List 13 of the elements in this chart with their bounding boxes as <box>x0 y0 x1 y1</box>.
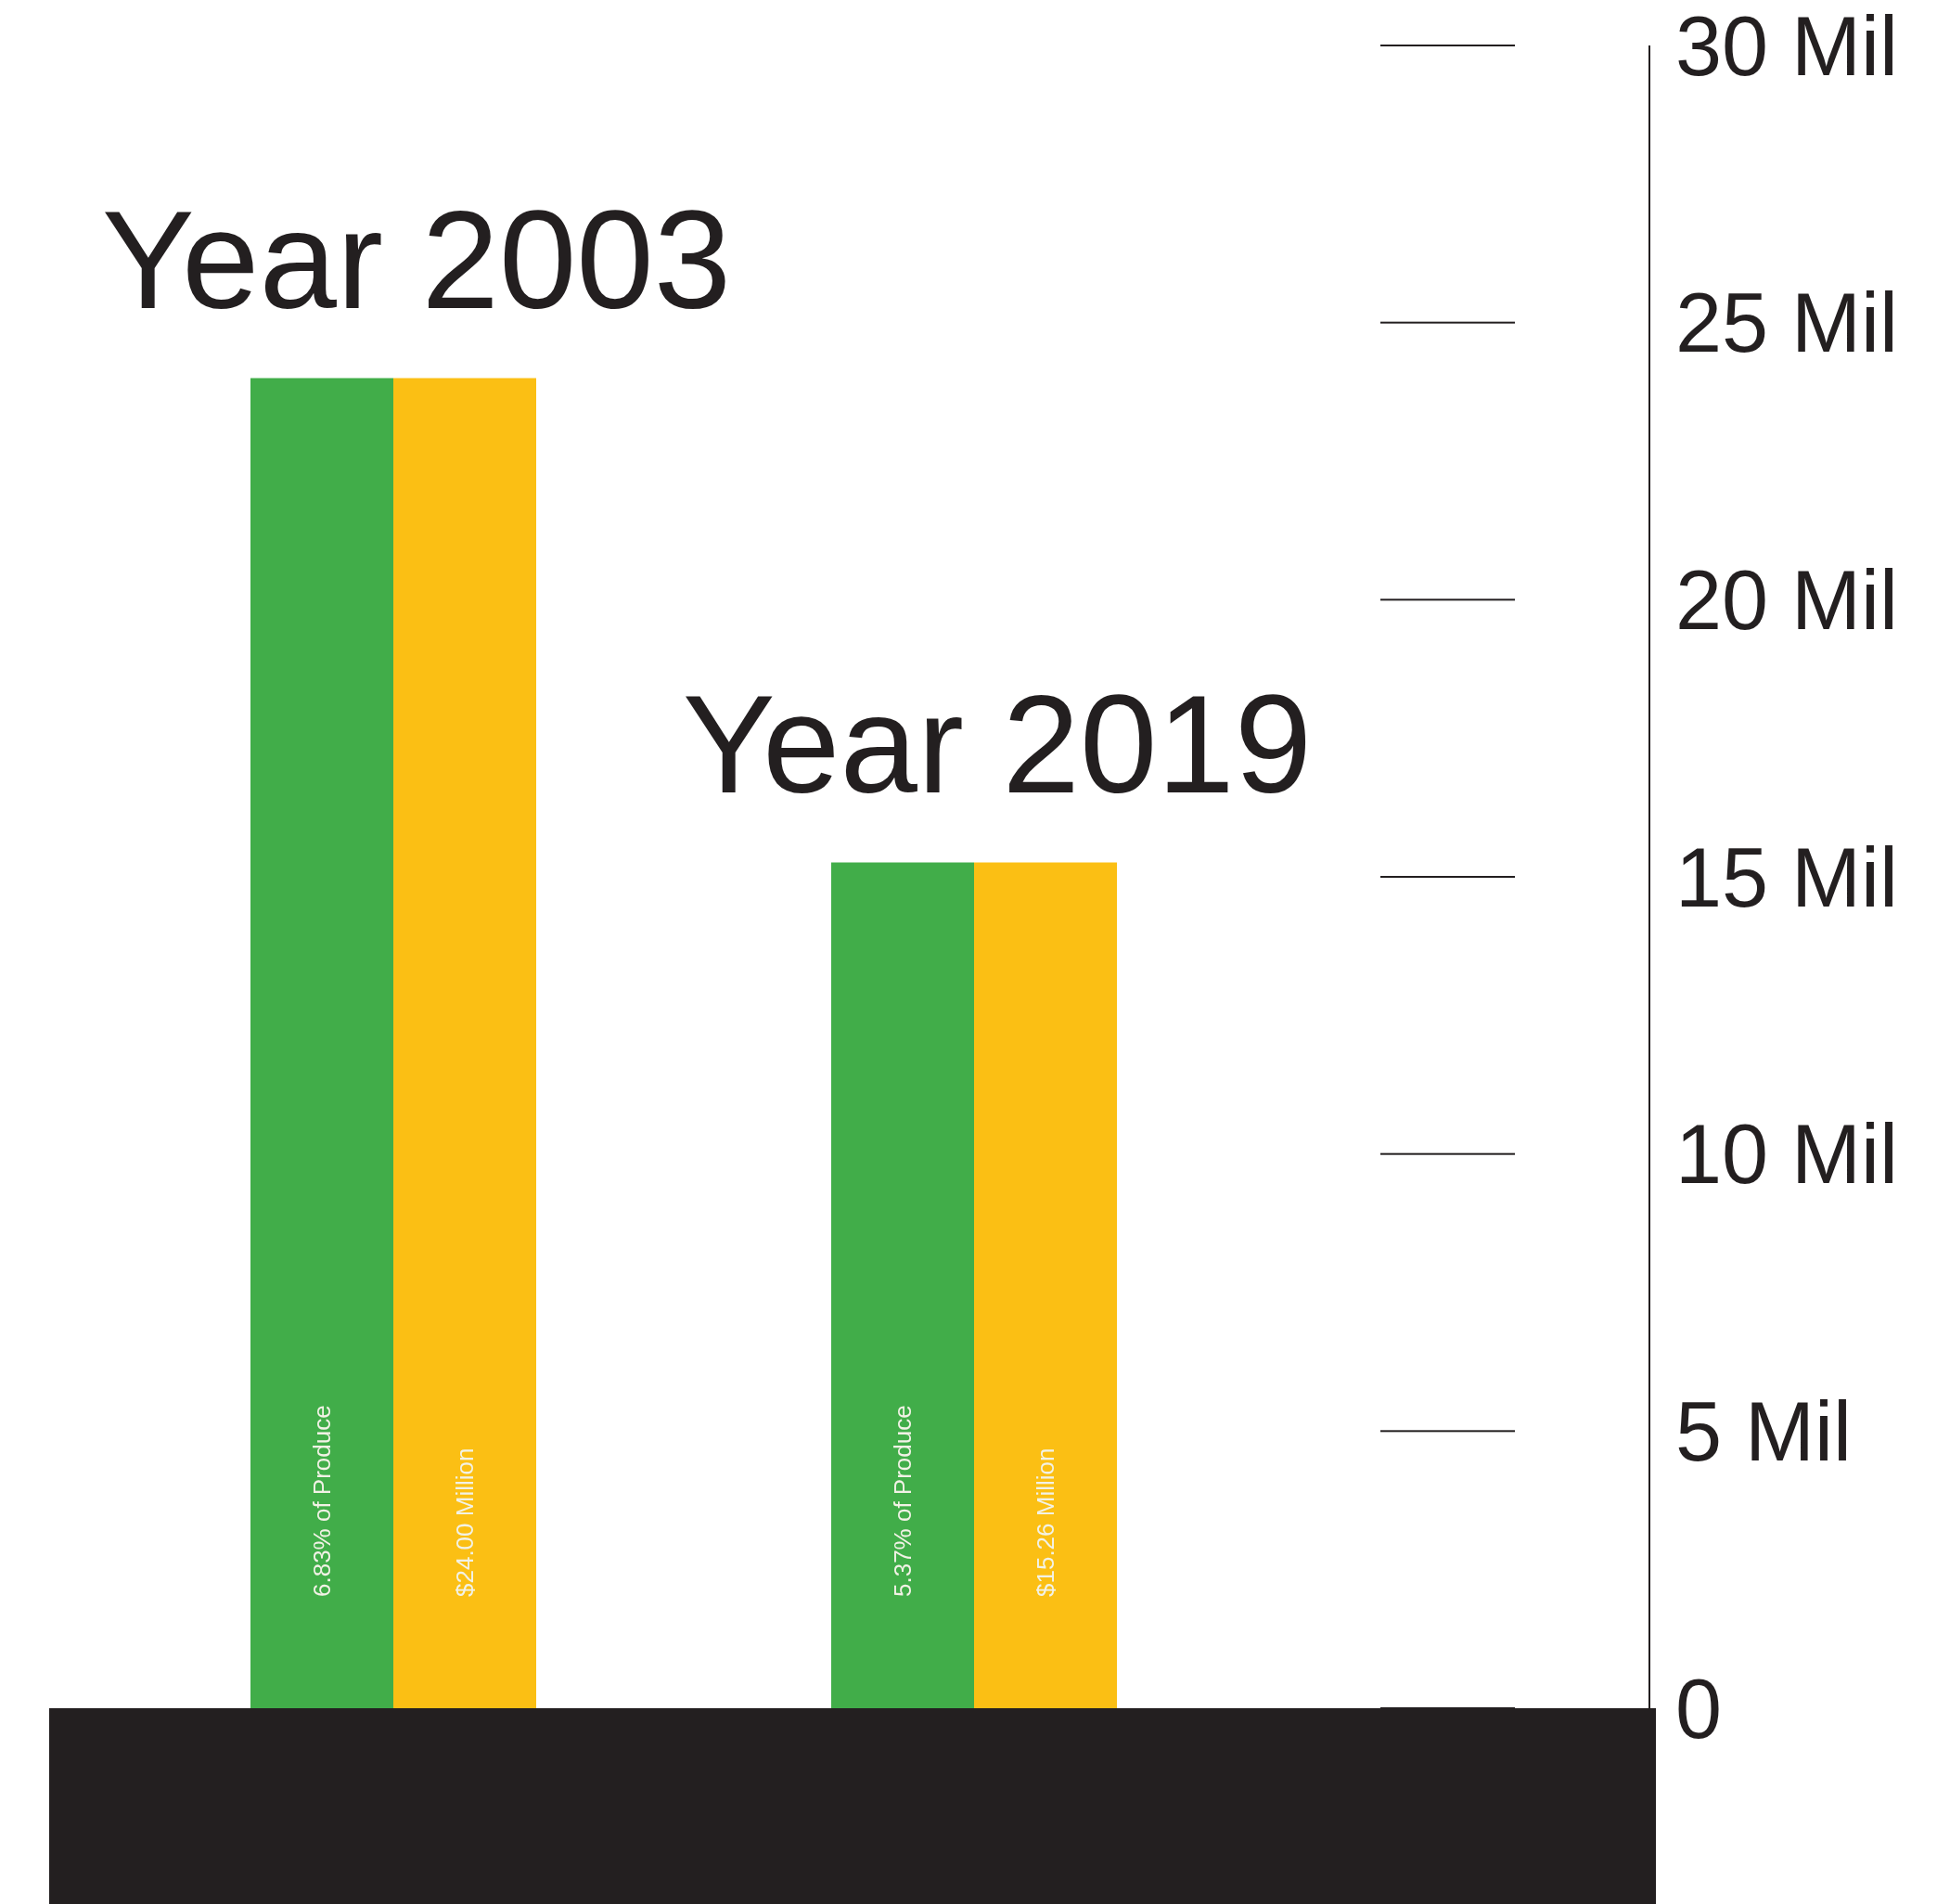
y-tick-label: 20 Mil <box>1675 553 1899 647</box>
annotation: 6.83% of Produce <box>308 1405 337 1597</box>
y-tick-label: 25 Mil <box>1675 277 1899 370</box>
data-label: $24.00 Million <box>451 1447 480 1597</box>
y-tick-label: 30 Mil <box>1675 0 1899 93</box>
x-tick-label: Year 2003 <box>101 182 732 339</box>
y-tick-label: 15 Mil <box>1675 830 1899 924</box>
data-label: $15.26 Million <box>1032 1447 1060 1597</box>
y-tick-label: 10 Mil <box>1675 1108 1899 1202</box>
annotation: 5.37% of Produce <box>889 1405 917 1597</box>
x-tick-label: Year 2019 <box>682 666 1313 823</box>
y-tick-label: 5 Mil <box>1675 1384 1853 1478</box>
y-tick-label: 0 <box>1675 1662 1723 1756</box>
